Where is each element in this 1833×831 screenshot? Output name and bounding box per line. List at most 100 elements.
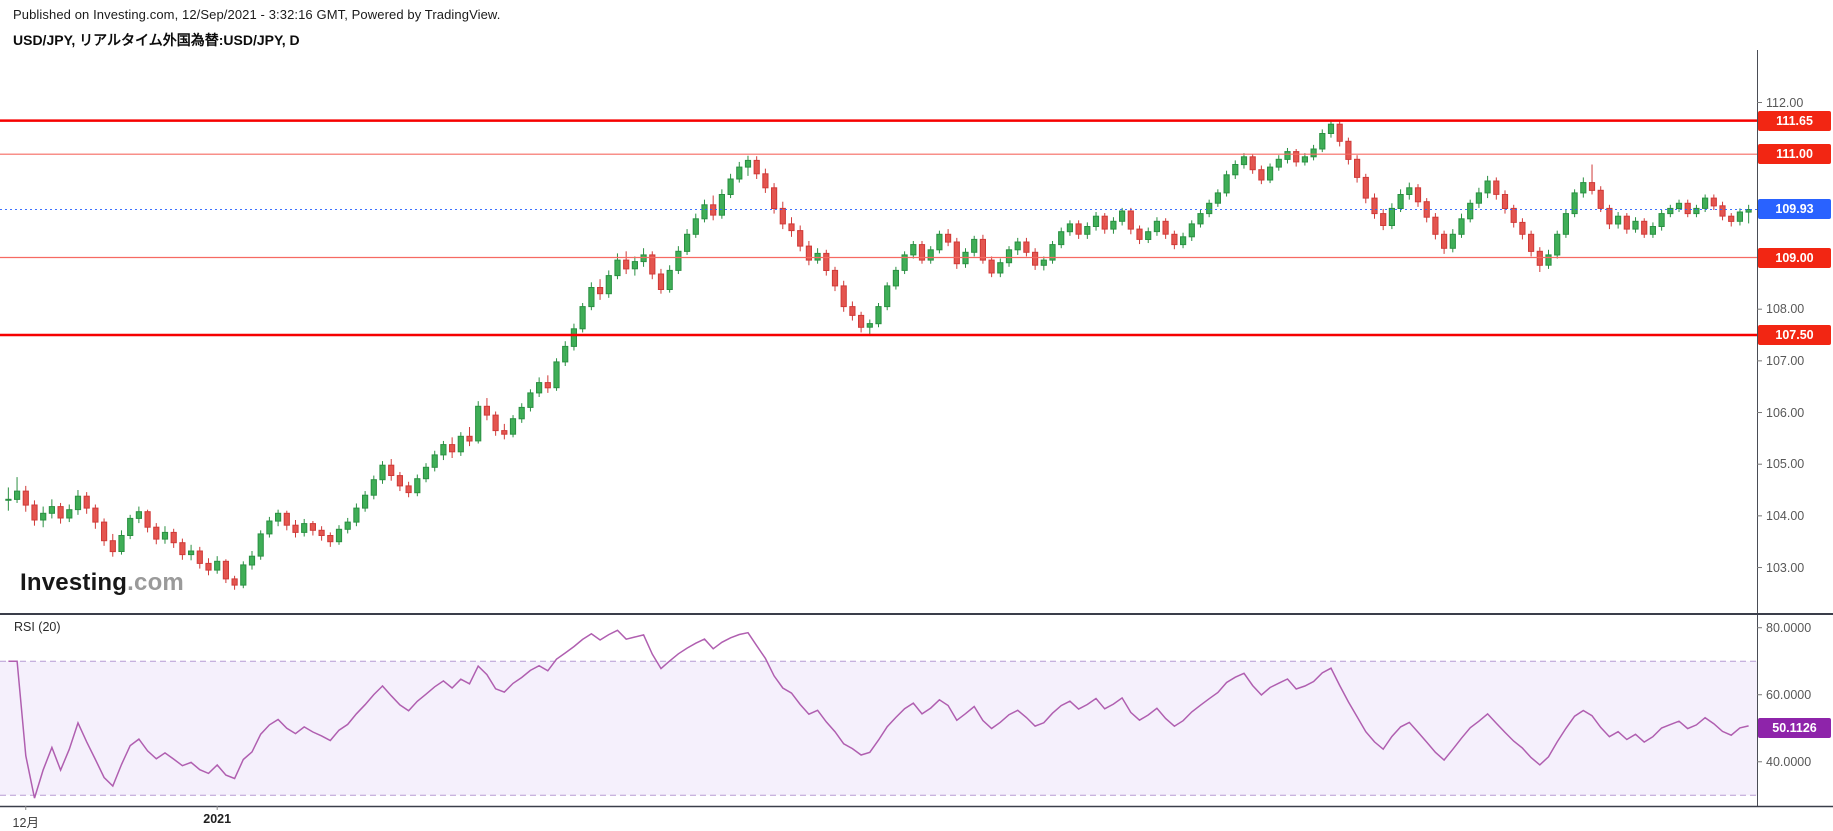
candle-body bbox=[509, 418, 517, 435]
candle-body bbox=[823, 252, 830, 271]
candle-body bbox=[48, 506, 55, 514]
candle-body bbox=[666, 269, 673, 290]
candle-body bbox=[623, 259, 630, 270]
candle-body bbox=[370, 479, 377, 496]
candle-body bbox=[66, 509, 73, 519]
candle-body bbox=[483, 405, 490, 416]
candle-body bbox=[858, 314, 865, 328]
candle-body bbox=[570, 328, 577, 347]
candle-body bbox=[527, 392, 534, 408]
candle-body bbox=[1310, 148, 1317, 158]
price-tick-label: 104.00 bbox=[1766, 508, 1805, 523]
candle-body bbox=[1632, 220, 1639, 230]
price-tick-label: 112.00 bbox=[1766, 95, 1804, 110]
candle-body bbox=[1388, 207, 1396, 226]
candle-body bbox=[1249, 156, 1256, 171]
candle-body bbox=[597, 287, 604, 295]
candle-body bbox=[988, 259, 995, 274]
candle-body bbox=[1702, 197, 1709, 209]
candle-body bbox=[362, 494, 369, 509]
candle-body bbox=[1684, 202, 1691, 215]
rsi-indicator-label[interactable]: RSI (20) bbox=[14, 620, 61, 634]
candle-body bbox=[1675, 202, 1683, 210]
candle-body bbox=[1197, 213, 1204, 225]
candle-body bbox=[214, 560, 221, 571]
candle-body bbox=[1240, 156, 1248, 166]
candle-body bbox=[275, 512, 282, 522]
candle-body bbox=[1171, 233, 1178, 246]
candle-body bbox=[1458, 218, 1465, 235]
candle-body bbox=[475, 405, 482, 442]
candle-body bbox=[379, 464, 386, 481]
candle-body bbox=[1162, 220, 1169, 235]
candle-body bbox=[14, 490, 21, 500]
candle-body bbox=[318, 529, 325, 536]
candle-body bbox=[657, 273, 665, 290]
candle-body bbox=[414, 478, 421, 494]
candle-body bbox=[1449, 233, 1456, 249]
candle-body bbox=[1580, 182, 1587, 194]
price-tick-label: 103.00 bbox=[1766, 560, 1805, 575]
candle-body bbox=[1728, 215, 1735, 222]
candle-body bbox=[1719, 205, 1726, 217]
candle-body bbox=[1214, 192, 1222, 204]
candle-body bbox=[979, 238, 986, 261]
candle-body bbox=[1397, 194, 1404, 209]
candle-body bbox=[1475, 192, 1483, 204]
candle-body bbox=[1406, 187, 1413, 196]
candle-body bbox=[1284, 151, 1291, 160]
candle-body bbox=[179, 542, 186, 556]
candle-body bbox=[153, 526, 160, 540]
candle-body bbox=[649, 254, 656, 275]
candle-body bbox=[1667, 207, 1674, 215]
candle-body bbox=[257, 533, 264, 557]
candle-body bbox=[1136, 228, 1143, 240]
candle-body bbox=[1040, 259, 1047, 266]
candle-body bbox=[5, 498, 12, 501]
candle-body bbox=[675, 250, 682, 271]
candle-body bbox=[1153, 220, 1161, 233]
level-price-badge: 111.65 bbox=[1758, 110, 1831, 131]
candle-body bbox=[1049, 244, 1056, 261]
candle-body bbox=[1414, 187, 1422, 203]
candle-body bbox=[1267, 166, 1274, 181]
candlestick-series bbox=[5, 120, 1752, 590]
rsi-band-fill bbox=[0, 661, 1757, 796]
rsi-tick-label: 60.0000 bbox=[1766, 687, 1812, 702]
rsi-value-badge: 50.1126 bbox=[1758, 717, 1831, 738]
candle-body bbox=[283, 512, 290, 526]
candle-body bbox=[910, 244, 917, 256]
candle-body bbox=[205, 562, 212, 571]
price-tick-label: 107.00 bbox=[1766, 353, 1805, 368]
candle-body bbox=[1649, 226, 1657, 235]
time-axis-label: 12月 bbox=[12, 816, 39, 830]
candle-body bbox=[1658, 213, 1665, 228]
rsi-band bbox=[0, 660, 1757, 796]
price-axis[interactable]: 112.00 108.00 107.00 106.00 105.00 104.00 103.… bbox=[1757, 0, 1833, 806]
candle-body bbox=[1232, 164, 1239, 176]
candle-body bbox=[144, 511, 151, 528]
candle-body bbox=[1066, 223, 1074, 233]
candle-body bbox=[536, 382, 543, 394]
candle-body bbox=[1597, 189, 1604, 209]
rsi-line bbox=[8, 629, 1749, 799]
candle-body bbox=[1327, 123, 1335, 134]
candle-body bbox=[1206, 202, 1213, 215]
candle-body bbox=[231, 578, 238, 586]
time-axis[interactable]: 12月 2021 bbox=[0, 806, 1757, 831]
candle-body bbox=[1501, 194, 1509, 209]
candle-body bbox=[1336, 123, 1343, 142]
candle-body bbox=[292, 524, 299, 533]
candle-body bbox=[92, 507, 99, 523]
candle-body bbox=[736, 166, 743, 180]
candle-body bbox=[1258, 169, 1265, 181]
investing-logo[interactable]: Investing.com bbox=[20, 569, 184, 597]
support-resistance-lines bbox=[0, 119, 1757, 337]
candle-body bbox=[1641, 220, 1648, 235]
candle-body bbox=[1119, 210, 1126, 222]
candle-body bbox=[1615, 215, 1622, 225]
candle-body bbox=[1110, 220, 1117, 230]
candle-body bbox=[405, 485, 412, 494]
candle-body bbox=[1519, 221, 1526, 235]
